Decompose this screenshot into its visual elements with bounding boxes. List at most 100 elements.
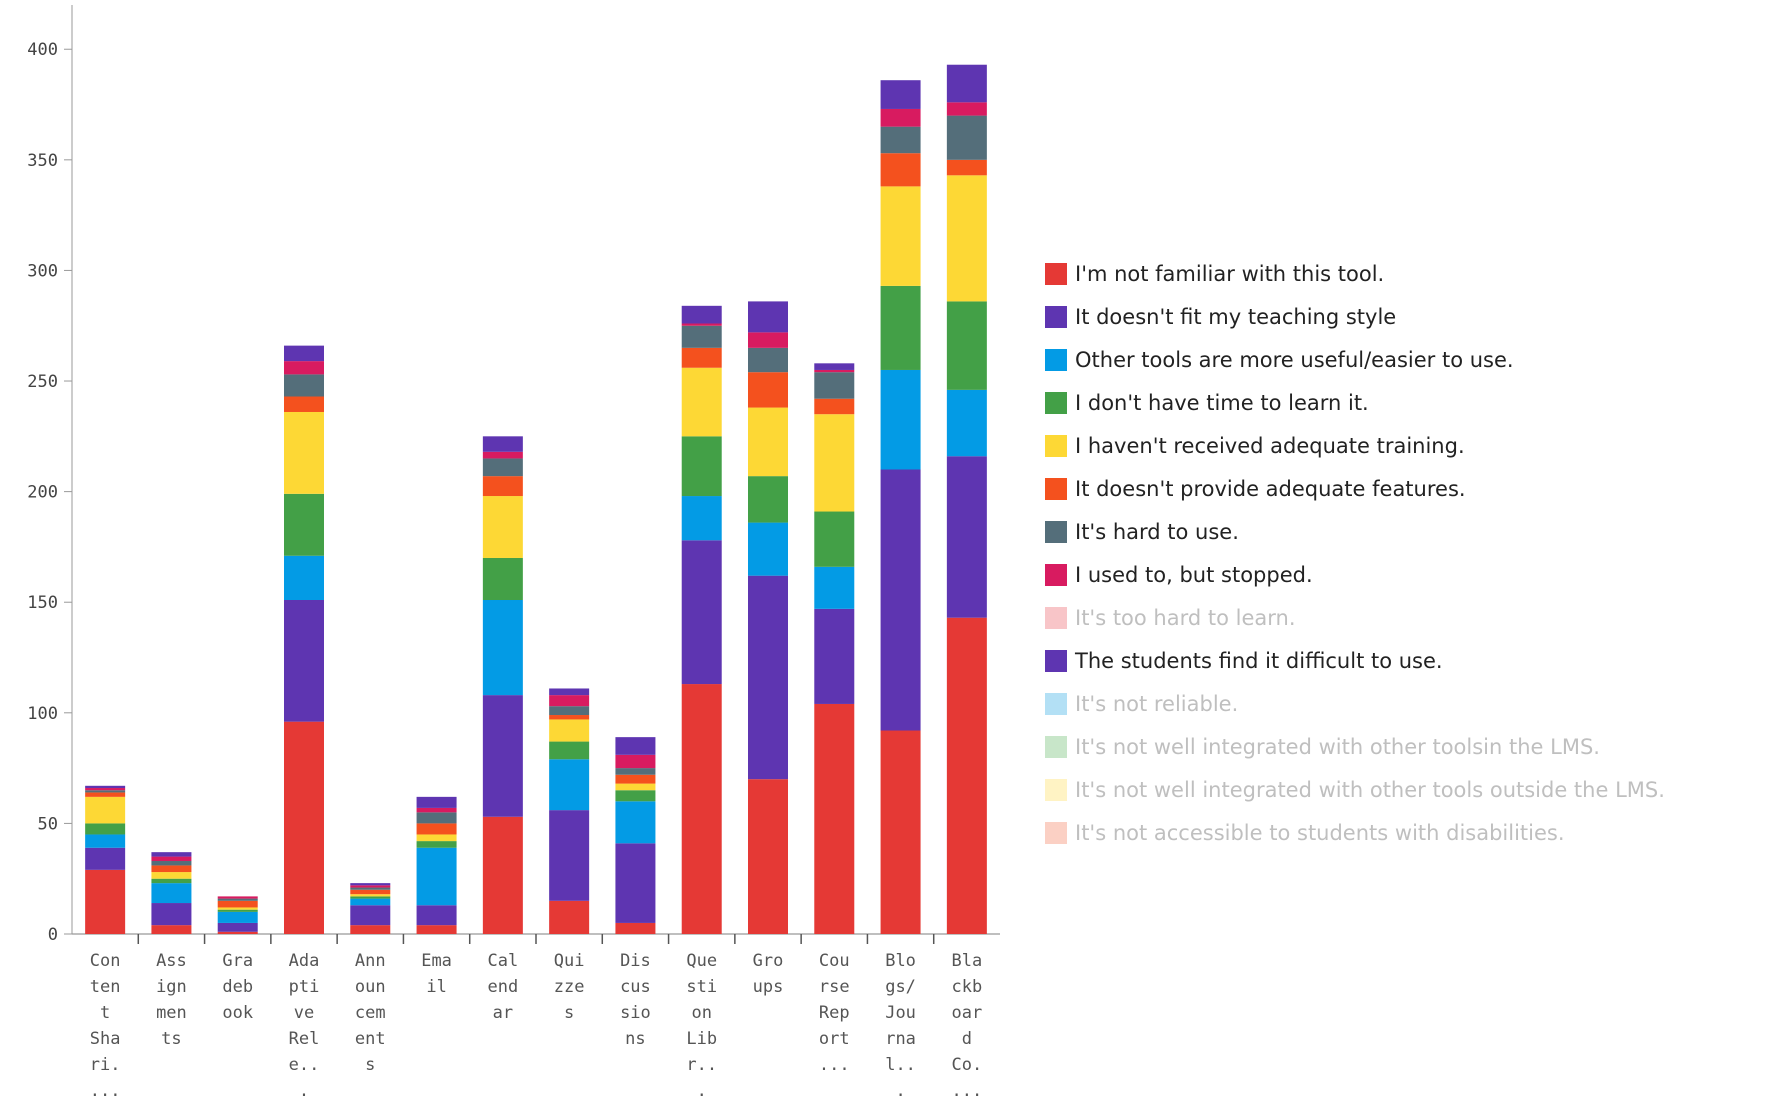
bar-segment[interactable]: [284, 411, 324, 494]
bar-segment[interactable]: [549, 715, 590, 720]
bar-segment[interactable]: [217, 907, 258, 910]
bar-segment[interactable]: [814, 363, 855, 370]
bar-segment[interactable]: [151, 852, 192, 857]
bar-segment[interactable]: [85, 790, 126, 793]
bar-segment[interactable]: [814, 566, 855, 609]
bar-segment[interactable]: [880, 80, 921, 109]
bar-segment[interactable]: [217, 896, 258, 899]
bar-segment[interactable]: [681, 367, 722, 437]
legend-item[interactable]: I used to, but stopped.: [1045, 553, 1665, 596]
bar-segment[interactable]: [85, 796, 126, 824]
bar-segment[interactable]: [416, 823, 457, 835]
bar-segment[interactable]: [217, 898, 258, 901]
bar-segment[interactable]: [681, 325, 722, 348]
bar-segment[interactable]: [482, 476, 523, 497]
bar-segment[interactable]: [284, 600, 324, 722]
legend-item[interactable]: The students find it difficult to use.: [1045, 639, 1665, 682]
bar-segment[interactable]: [814, 369, 855, 373]
bar-segment[interactable]: [151, 878, 192, 884]
bar-segment[interactable]: [549, 688, 590, 696]
bar-segment[interactable]: [615, 801, 656, 844]
bar-segment[interactable]: [416, 812, 457, 824]
bar-segment[interactable]: [482, 496, 523, 558]
legend-item[interactable]: It doesn't fit my teaching style: [1045, 295, 1665, 338]
bar-segment[interactable]: [151, 925, 192, 934]
bar-segment[interactable]: [748, 522, 788, 576]
bar-segment[interactable]: [615, 843, 656, 923]
bar-segment[interactable]: [549, 695, 590, 707]
bar-segment[interactable]: [217, 911, 258, 923]
bar-segment[interactable]: [350, 905, 391, 926]
bar-segment[interactable]: [151, 872, 192, 879]
bar-segment[interactable]: [880, 153, 921, 187]
legend-item[interactable]: It doesn't provide adequate features.: [1045, 467, 1665, 510]
bar-segment[interactable]: [350, 889, 391, 895]
bar-segment[interactable]: [681, 684, 722, 934]
bar-segment[interactable]: [681, 347, 722, 368]
bar-segment[interactable]: [880, 186, 921, 286]
bar-segment[interactable]: [748, 372, 788, 408]
bar-segment[interactable]: [350, 887, 391, 890]
bar-segment[interactable]: [681, 436, 722, 497]
bar-segment[interactable]: [151, 903, 192, 926]
bar-segment[interactable]: [284, 555, 324, 601]
bar-segment[interactable]: [615, 737, 656, 755]
bar-segment[interactable]: [284, 396, 324, 412]
bar-segment[interactable]: [217, 909, 258, 912]
bar-segment[interactable]: [482, 695, 523, 817]
bar-segment[interactable]: [814, 511, 855, 567]
bar-segment[interactable]: [549, 719, 590, 742]
bar-segment[interactable]: [350, 925, 391, 934]
bar-segment[interactable]: [350, 896, 391, 899]
legend-item[interactable]: I haven't received adequate training.: [1045, 424, 1665, 467]
bar-segment[interactable]: [814, 372, 855, 399]
bar-segment[interactable]: [549, 900, 590, 934]
bar-segment[interactable]: [748, 779, 788, 934]
bar-segment[interactable]: [880, 285, 921, 370]
bar-segment[interactable]: [549, 741, 590, 760]
bar-segment[interactable]: [549, 706, 590, 716]
bar-segment[interactable]: [880, 730, 921, 934]
bar-segment[interactable]: [350, 883, 391, 886]
bar-segment[interactable]: [748, 575, 788, 780]
bar-segment[interactable]: [880, 126, 921, 154]
bar-segment[interactable]: [416, 841, 457, 848]
legend-item[interactable]: It's too hard to learn.: [1045, 596, 1665, 639]
bar-segment[interactable]: [748, 347, 788, 373]
bar-segment[interactable]: [217, 900, 258, 908]
bar-segment[interactable]: [549, 759, 590, 811]
bar-segment[interactable]: [151, 883, 192, 904]
legend-item[interactable]: It's not accessible to students with dis…: [1045, 811, 1665, 854]
bar-segment[interactable]: [814, 398, 855, 415]
bar-segment[interactable]: [85, 788, 126, 791]
bar-segment[interactable]: [416, 905, 457, 926]
bar-segment[interactable]: [681, 496, 722, 541]
bar-segment[interactable]: [946, 64, 987, 103]
bar-segment[interactable]: [284, 345, 324, 362]
bar-segment[interactable]: [880, 369, 921, 470]
bar-segment[interactable]: [85, 792, 126, 797]
bar-segment[interactable]: [814, 703, 855, 934]
bar-segment[interactable]: [151, 856, 192, 862]
bar-segment[interactable]: [615, 774, 656, 784]
bar-segment[interactable]: [615, 790, 656, 802]
bar-segment[interactable]: [284, 721, 324, 934]
legend-item[interactable]: Other tools are more useful/easier to us…: [1045, 338, 1665, 381]
bar-segment[interactable]: [946, 159, 987, 176]
bar-segment[interactable]: [482, 600, 523, 696]
bar-segment[interactable]: [814, 608, 855, 704]
bar-segment[interactable]: [615, 922, 656, 934]
bar-segment[interactable]: [217, 922, 258, 932]
bar-segment[interactable]: [681, 305, 722, 324]
bar-segment[interactable]: [814, 414, 855, 512]
bar-segment[interactable]: [85, 847, 126, 870]
bar-segment[interactable]: [946, 301, 987, 390]
bar-segment[interactable]: [748, 301, 788, 333]
bar-segment[interactable]: [482, 557, 523, 601]
legend-item[interactable]: I don't have time to learn it.: [1045, 381, 1665, 424]
bar-segment[interactable]: [284, 374, 324, 397]
bar-segment[interactable]: [151, 861, 192, 866]
legend-item[interactable]: It's not reliable.: [1045, 682, 1665, 725]
bar-segment[interactable]: [748, 332, 788, 348]
bar-segment[interactable]: [615, 768, 656, 775]
